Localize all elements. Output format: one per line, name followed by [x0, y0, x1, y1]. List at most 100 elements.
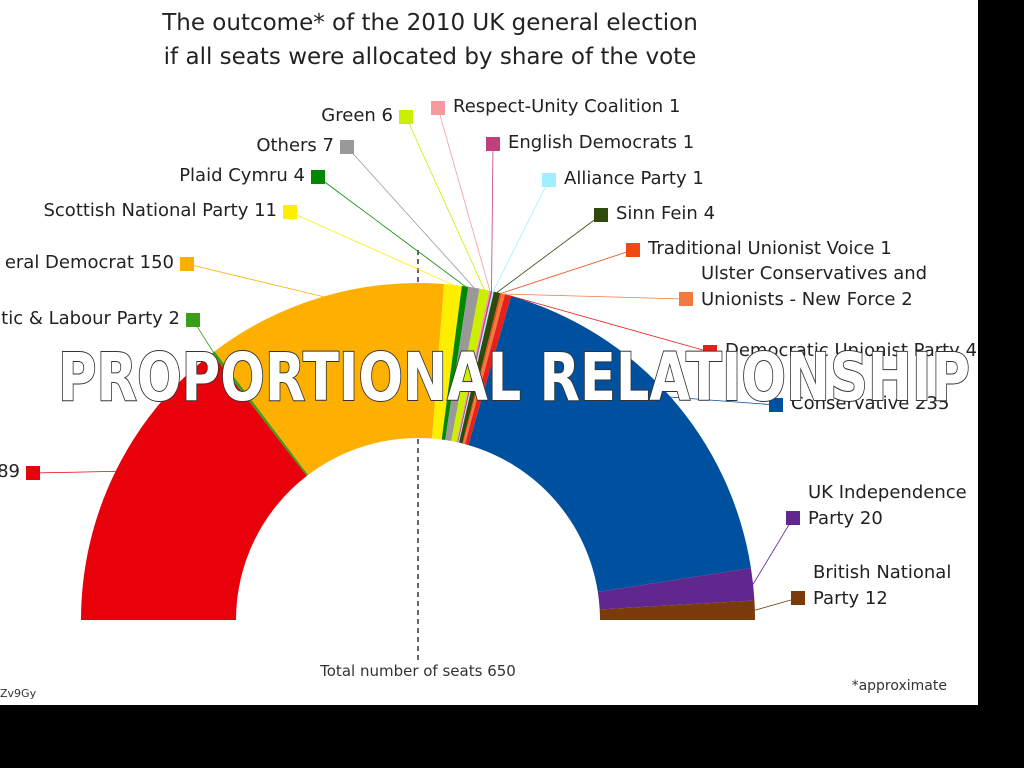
segment-label: 189 — [0, 459, 20, 485]
seat-count: 4 — [965, 340, 978, 361]
seat-segment — [456, 290, 491, 443]
leader-line — [507, 294, 711, 353]
leader-line — [503, 293, 687, 300]
segment-label: Alliance Party 1 — [564, 166, 704, 192]
party-name: Conservative — [791, 393, 910, 414]
segment-label: Plaid Cymru 4 — [179, 163, 305, 189]
seat-count: 4 — [703, 203, 716, 224]
party-name: Respect-Unity Coalition — [453, 96, 664, 117]
seat-segment — [451, 288, 490, 443]
seat-segment — [432, 284, 462, 440]
seat-count: 1 — [880, 238, 892, 259]
leader-line — [670, 396, 777, 406]
seat-count: 1 — [692, 168, 704, 189]
seat-segment — [212, 351, 309, 476]
total-label: Total number of seats 650 — [319, 662, 516, 680]
segment-label: Respect-Unity Coalition 1 — [453, 94, 680, 120]
segment-label: tic & Labour Party 2 — [1, 306, 180, 332]
segment-label: Conservative 235 — [791, 391, 949, 417]
legend-marker — [786, 511, 800, 525]
legend-marker — [180, 257, 194, 271]
segments — [81, 283, 755, 620]
legend-marker — [486, 137, 500, 151]
seat-count: 235 — [915, 393, 950, 414]
seat-segment — [445, 286, 480, 442]
seat-count: 150 — [139, 252, 174, 273]
segment-label: English Democrats 1 — [508, 130, 694, 156]
total-value: 650 — [487, 662, 516, 680]
seat-count: 11 — [254, 200, 277, 221]
legend-marker — [542, 173, 556, 187]
seat-count: 2 — [168, 308, 180, 329]
leader-line — [289, 211, 454, 286]
party-name: Alliance Party — [564, 168, 687, 189]
total-text: Total number of seats — [319, 662, 482, 680]
legend-marker — [26, 466, 40, 480]
segment-label: Green 6 — [321, 103, 393, 129]
leader-line — [496, 214, 602, 293]
seat-segment — [462, 293, 502, 444]
leader-line — [437, 107, 491, 291]
seat-segment — [81, 353, 307, 620]
seat-segment — [597, 568, 755, 610]
segment-label: Democratic Unionist Party 4 — [725, 338, 977, 364]
seat-count: 4 — [293, 165, 305, 186]
segment-label: Traditional Unionist Voice 1 — [648, 236, 892, 262]
party-name: Plaid Cymru — [179, 165, 288, 186]
segment-label: British National Party 12 — [813, 560, 963, 612]
leader-line — [754, 597, 799, 611]
seat-count: 2 — [901, 289, 913, 310]
leader-line — [186, 263, 324, 297]
segment-label: eral Democrat 150 — [5, 250, 174, 276]
legend-marker — [626, 243, 640, 257]
party-name: English Democrats — [508, 132, 677, 153]
legend-marker — [340, 140, 354, 154]
seat-count: 1 — [682, 132, 695, 153]
seat-segment — [458, 291, 501, 444]
legend-marker — [703, 345, 717, 359]
legend-marker — [679, 292, 693, 306]
segment-label: Others 7 — [256, 133, 334, 159]
segment-label: Ulster Conservatives and Unionists - New… — [701, 261, 941, 313]
legend-marker — [431, 101, 445, 115]
overlay-text: PROPORTIONAL RELATIONSHIP — [58, 339, 970, 416]
party-name: Sinn Fein — [616, 203, 698, 224]
leader-line — [32, 470, 116, 474]
seat-segment — [468, 296, 751, 592]
legend-marker — [791, 591, 805, 605]
leader-line — [346, 146, 475, 288]
leader-line — [317, 176, 466, 287]
party-name: tic & Labour Party — [1, 308, 163, 329]
legend-marker — [283, 205, 297, 219]
seat-segment — [441, 285, 469, 441]
legend-marker — [399, 110, 413, 124]
leader-line — [405, 116, 485, 290]
party-name: Traditional Unionist Voice — [648, 238, 875, 259]
party-name: UK Independence Party — [808, 482, 967, 529]
leader-line — [491, 143, 494, 292]
legend-marker — [769, 398, 783, 412]
leader-line — [492, 179, 550, 292]
party-name: British National Party — [813, 562, 952, 609]
legend-marker — [186, 313, 200, 327]
legend-marker — [594, 208, 608, 222]
segment-label: UK Independence Party 20 — [808, 480, 978, 532]
source: Zv9Gy — [0, 687, 37, 700]
segment-label: Scottish National Party 11 — [43, 198, 277, 224]
party-name: Democratic Unionist Party — [725, 340, 960, 361]
seat-segment — [599, 600, 755, 620]
seat-segment — [458, 291, 494, 443]
party-name: Ulster Conservatives and Unionists - New… — [701, 263, 928, 310]
seat-segment — [463, 293, 505, 445]
seat-count: 6 — [381, 105, 393, 126]
party-name: eral Democrat — [4, 252, 134, 273]
legend-marker — [311, 170, 325, 184]
party-name: Green — [321, 105, 376, 126]
title-line: if all seats were allocated by share of … — [163, 44, 697, 70]
seat-segment — [464, 294, 512, 446]
leaders — [32, 107, 799, 611]
seat-segment — [457, 290, 493, 443]
seat-count: 20 — [859, 508, 883, 529]
